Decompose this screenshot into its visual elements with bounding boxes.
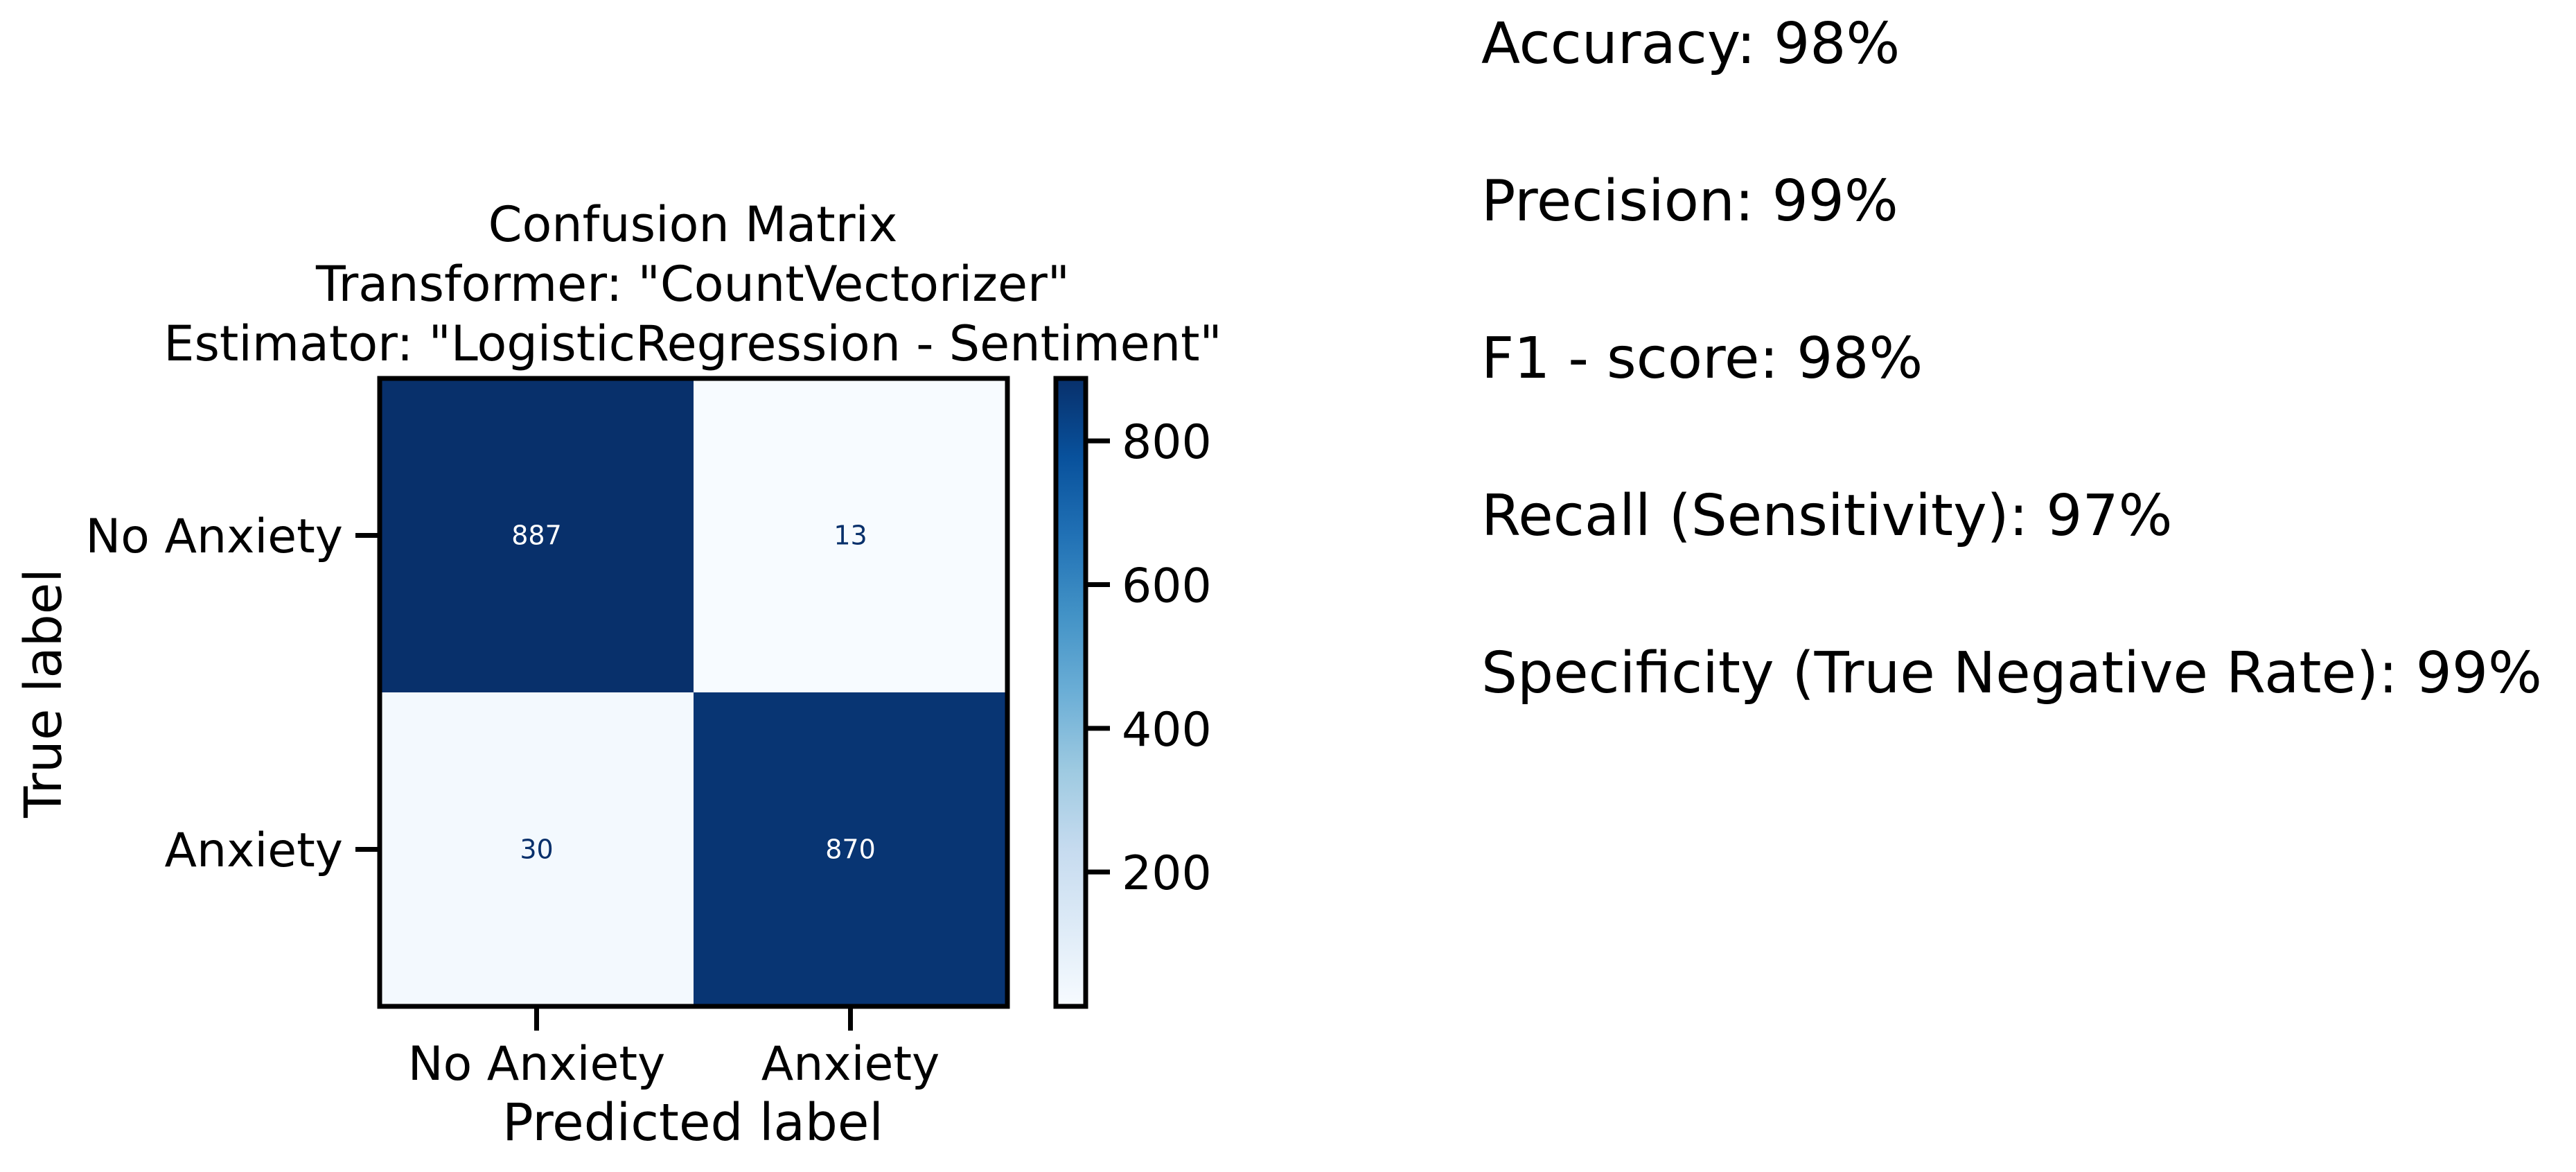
y-tick-label: Anxiety bbox=[165, 823, 344, 878]
colorbar-tick-label: 600 bbox=[1122, 559, 1212, 614]
x-tick-label: No Anxiety bbox=[408, 1037, 666, 1092]
chart-title-line: Confusion Matrix bbox=[488, 196, 898, 253]
chart-title-line: Estimator: "LogisticRegression - Sentime… bbox=[164, 315, 1222, 372]
y-tick-label: No Anxiety bbox=[85, 509, 343, 564]
matrix-cell-value: 30 bbox=[520, 834, 553, 865]
metric-specificity: Specificity (True Negative Rate): 99% bbox=[1481, 640, 2542, 706]
matrix-cell-value: 13 bbox=[833, 521, 867, 551]
metrics-panel: Accuracy: 98% Precision: 99% F1 - score:… bbox=[1481, 8, 2542, 795]
colorbar-tick-label: 400 bbox=[1122, 703, 1212, 758]
chart-title: Confusion Matrix Transformer: "CountVect… bbox=[164, 196, 1222, 372]
x-axis: No Anxiety Anxiety Predicted label bbox=[408, 1006, 940, 1153]
y-axis: No Anxiety Anxiety True label bbox=[14, 509, 380, 878]
colorbar-gradient bbox=[1056, 378, 1086, 1006]
chart-title-line: Transformer: "CountVectorizer" bbox=[315, 256, 1070, 313]
colorbar-tick-label: 200 bbox=[1122, 846, 1212, 901]
colorbar-frame bbox=[1053, 376, 1088, 1009]
colorbar-ticks: 200 400 600 800 bbox=[1086, 415, 1212, 901]
y-axis-label: True label bbox=[14, 568, 73, 819]
colorbar: 200 400 600 800 bbox=[1053, 376, 1212, 1009]
metric-precision: Precision: 99% bbox=[1481, 168, 1898, 234]
metric-recall: Recall (Sensitivity): 97% bbox=[1481, 483, 2173, 549]
matrix-cell-value: 887 bbox=[511, 521, 562, 551]
metric-accuracy: Accuracy: 98% bbox=[1481, 11, 1900, 77]
x-axis-label: Predicted label bbox=[502, 1093, 883, 1153]
x-tick-label: Anxiety bbox=[761, 1037, 940, 1092]
colorbar-tick-label: 800 bbox=[1122, 415, 1212, 470]
matrix-cell bbox=[694, 378, 1008, 693]
matrix-cell bbox=[380, 692, 694, 1007]
matrix-cells: 887 13 30 870 bbox=[380, 378, 1008, 1007]
matrix-cell-value: 870 bbox=[825, 834, 876, 865]
metric-f1-score: F1 - score: 98% bbox=[1481, 326, 1923, 392]
matrix-cell bbox=[694, 692, 1008, 1007]
matrix-cell bbox=[380, 378, 694, 693]
matrix-frame bbox=[377, 376, 1010, 1009]
